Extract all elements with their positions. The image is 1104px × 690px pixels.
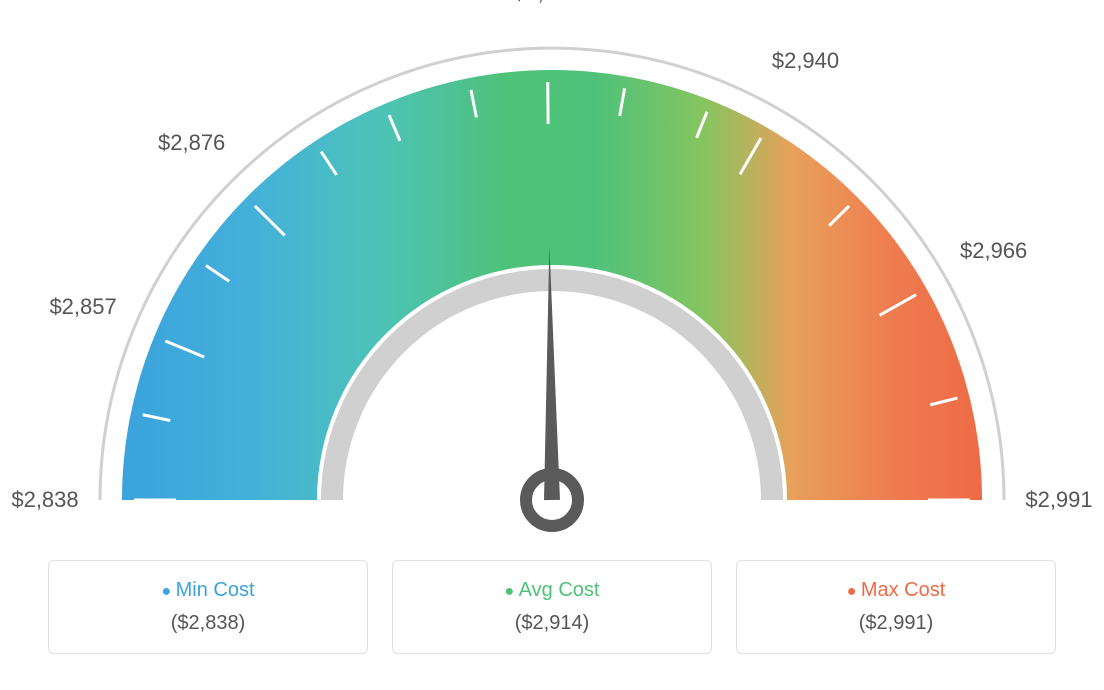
gauge-container: $2,838 $2,857 $2,876 $2,914 $2,940 $2,966 $2,9…: [0, 0, 1104, 540]
legend-value-avg: ($2,914): [403, 612, 701, 635]
gauge-tick-label: $2,876: [158, 130, 225, 156]
legend-value-min: ($2,838): [59, 612, 357, 635]
legend-row: Min Cost ($2,838) Avg Cost ($2,914) Max …: [0, 560, 1104, 654]
gauge-tick-label: $2,940: [772, 48, 839, 74]
legend-value-max: ($2,991): [747, 612, 1045, 635]
legend-title-min: Min Cost: [59, 579, 357, 602]
gauge-tick-label: $2,914: [513, 0, 580, 6]
gauge-tick-label: $2,966: [960, 238, 1027, 264]
gauge-svg: [0, 0, 1104, 540]
legend-title-max: Max Cost: [747, 579, 1045, 602]
legend-card-max: Max Cost ($2,991): [736, 560, 1056, 654]
gauge-tick-label: $2,857: [49, 294, 116, 320]
gauge-tick-label: $2,991: [1025, 487, 1092, 513]
legend-title-avg: Avg Cost: [403, 579, 701, 602]
legend-card-avg: Avg Cost ($2,914): [392, 560, 712, 654]
legend-card-min: Min Cost ($2,838): [48, 560, 368, 654]
gauge-tick-label: $2,838: [11, 487, 78, 513]
